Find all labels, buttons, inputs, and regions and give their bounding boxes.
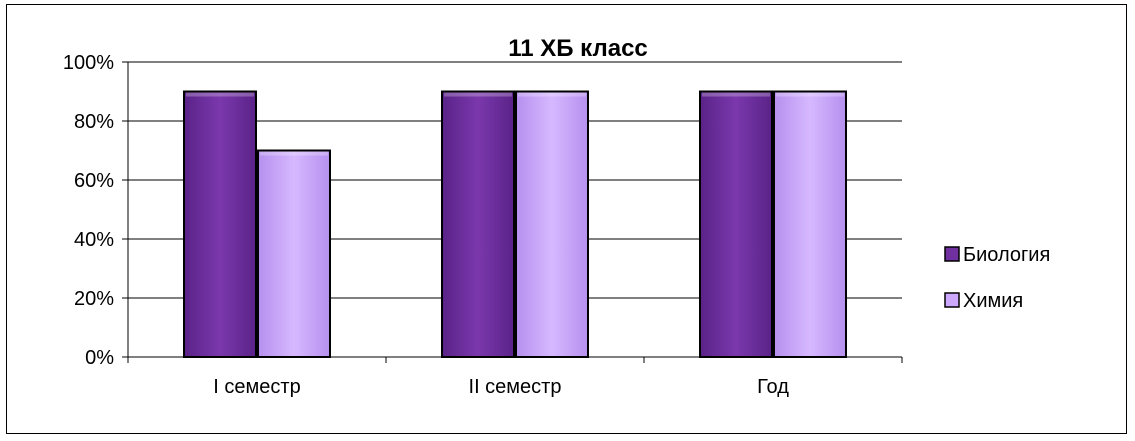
bar-highlight	[260, 151, 328, 156]
chart-title: 11 ХБ класс	[508, 35, 648, 62]
legend-swatch	[944, 292, 960, 308]
y-tick-label: 20%	[74, 288, 114, 310]
legend: Биология Химия	[944, 244, 1050, 312]
bar-chemistry	[257, 149, 331, 358]
y-tick-label: 40%	[74, 229, 114, 251]
y-tick-label: 60%	[74, 170, 114, 192]
x-category-label: I семестр	[213, 376, 300, 398]
y-tick-label: 80%	[74, 111, 114, 133]
legend-swatch	[944, 246, 960, 262]
x-category-labels: I семестр II семестр Год	[213, 376, 789, 398]
bar-highlight	[186, 92, 254, 97]
y-tick-labels: 0% 20% 40% 60% 80% 100%	[63, 52, 114, 369]
x-category-label: Год	[757, 376, 789, 398]
bar-highlight	[776, 92, 844, 97]
bar-chemistry	[515, 90, 589, 358]
x-category-label: II семестр	[469, 376, 562, 398]
bar-biology	[699, 90, 773, 358]
bar-biology	[183, 90, 257, 358]
bar-biology	[441, 90, 515, 358]
bar-chemistry	[773, 90, 847, 358]
bars	[183, 90, 847, 358]
bar-highlight	[518, 92, 586, 97]
y-tick-label: 100%	[63, 52, 114, 74]
y-tick-label: 0%	[85, 347, 114, 369]
bar-highlight	[702, 92, 770, 97]
legend-label: Химия	[963, 290, 1023, 312]
legend-label: Биология	[963, 244, 1050, 266]
bar-highlight	[444, 92, 512, 97]
